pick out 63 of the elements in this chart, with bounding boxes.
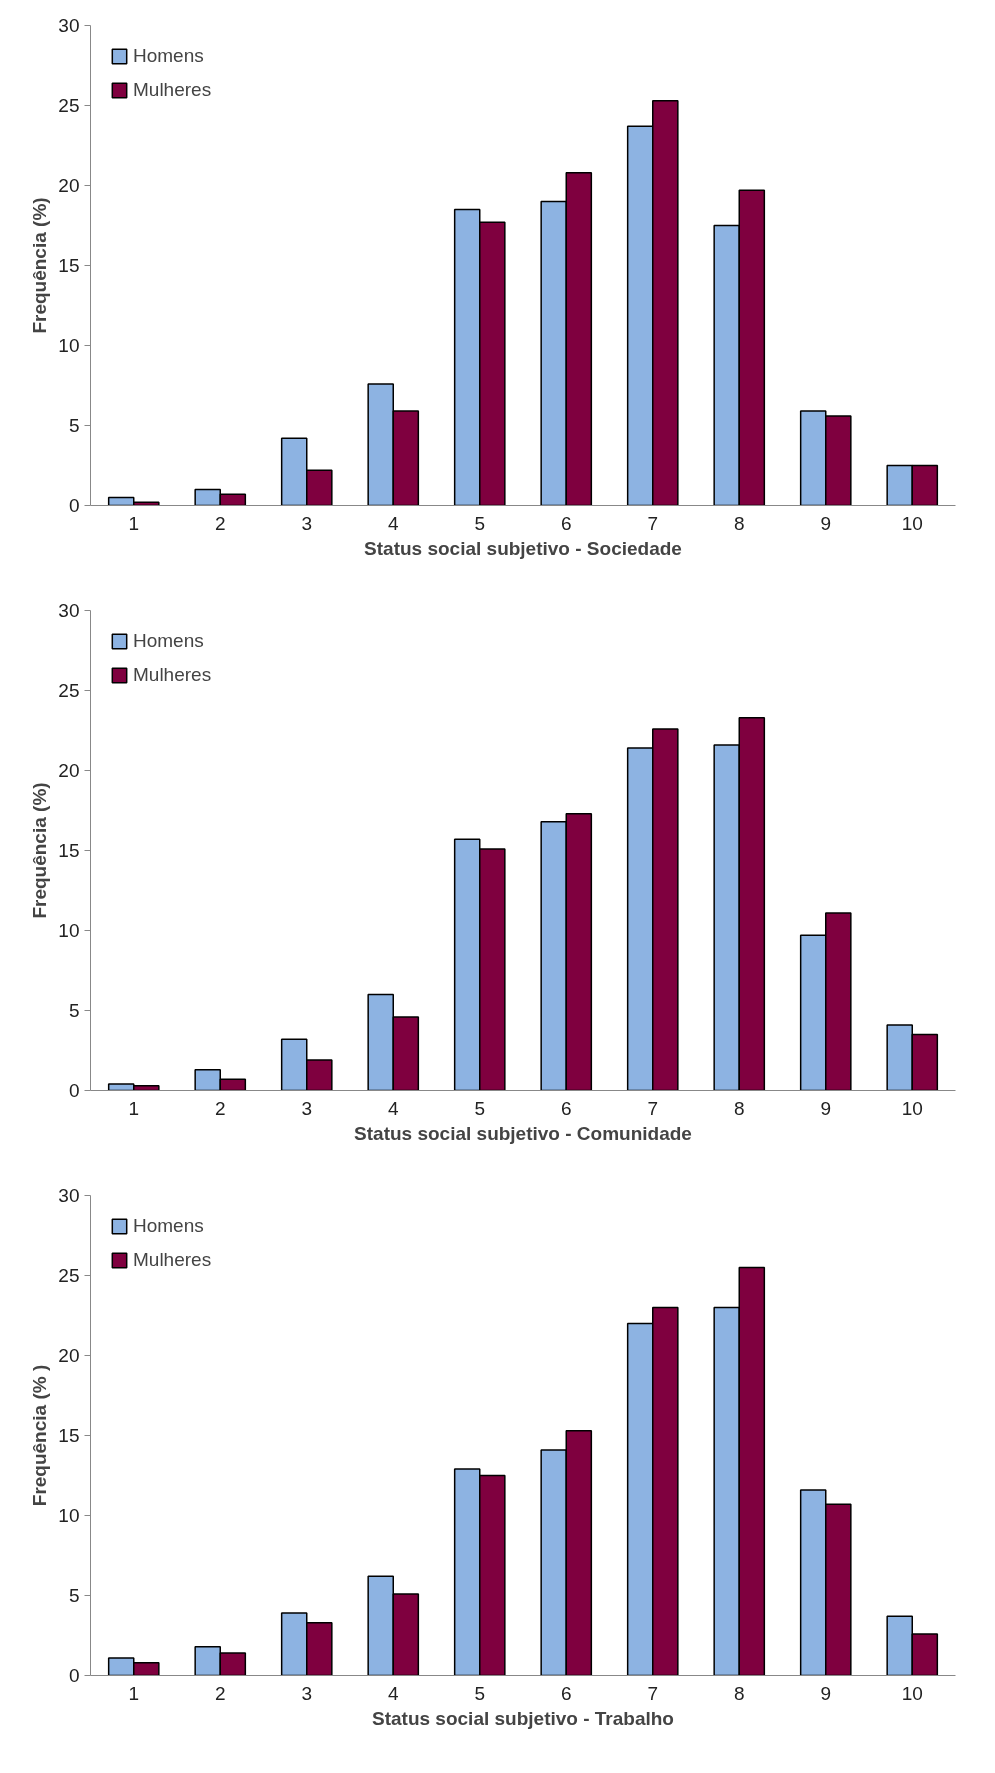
x-axis-title: Status social subjetivo - Comunidade	[354, 1122, 692, 1144]
x-tick-label: 10	[901, 1682, 923, 1704]
x-tick-label: 9	[820, 1682, 832, 1704]
y-tick-label: 10	[58, 1505, 80, 1526]
y-tick-label: 20	[58, 1345, 80, 1366]
y-axis-title: Frequência (%)	[29, 197, 51, 334]
y-tick-label: 20	[58, 175, 80, 196]
x-tick-label: 10	[901, 512, 923, 534]
x-tick-label: 1	[128, 1097, 140, 1119]
y-tick-label: 5	[68, 1000, 80, 1021]
legend-label: Homens	[133, 630, 204, 652]
y-tick-label: 30	[58, 15, 80, 36]
x-tick-label: 5	[474, 512, 486, 534]
y-tick-label: 20	[58, 760, 80, 781]
y-axis-title: Frequência (% )	[29, 1364, 51, 1507]
x-tick-label: 2	[214, 512, 226, 534]
x-tick-label: 9	[820, 512, 832, 534]
y-tick-label: 15	[58, 1425, 80, 1446]
x-tick-label: 6	[560, 512, 572, 534]
y-tick-label: 5	[68, 1585, 80, 1606]
x-tick-label: 7	[647, 512, 659, 534]
legend-label: Homens	[133, 1215, 204, 1237]
x-tick-label: 2	[214, 1097, 226, 1119]
x-tick-label: 3	[301, 512, 313, 534]
y-tick-label: 30	[58, 1185, 80, 1206]
y-axis-title: Frequência (%)	[29, 782, 51, 919]
y-tick-label: 10	[58, 335, 80, 356]
x-axis-title: Status social subjetivo - Sociedade	[364, 537, 682, 559]
x-tick-label: 4	[387, 1682, 399, 1704]
y-tick-label: 0	[68, 1080, 80, 1101]
x-tick-label: 6	[560, 1682, 572, 1704]
y-tick-label: 25	[58, 1265, 80, 1286]
legend-label: Mulheres	[133, 1249, 212, 1271]
x-tick-label: 5	[474, 1682, 486, 1704]
x-tick-label: 8	[733, 1682, 745, 1704]
x-tick-label: 8	[733, 512, 745, 534]
x-tick-label: 6	[560, 1097, 572, 1119]
x-axis-title: Status social subjetivo - Trabalho	[372, 1707, 674, 1729]
x-tick-label: 7	[647, 1097, 659, 1119]
x-tick-label: 4	[387, 512, 399, 534]
y-tick-label: 10	[58, 920, 80, 941]
x-tick-label: 9	[820, 1097, 832, 1119]
x-tick-label: 1	[128, 512, 140, 534]
x-tick-label: 4	[387, 1097, 399, 1119]
x-tick-label: 10	[901, 1097, 923, 1119]
y-tick-label: 30	[58, 600, 80, 621]
y-tick-label: 5	[68, 415, 80, 436]
y-tick-label: 0	[68, 495, 80, 516]
x-tick-label: 7	[647, 1682, 659, 1704]
x-tick-label: 1	[128, 1682, 140, 1704]
legend-label: Mulheres	[133, 79, 212, 101]
y-tick-label: 15	[58, 255, 80, 276]
y-tick-label: 25	[58, 680, 80, 701]
legend-label: Homens	[133, 45, 204, 67]
x-tick-label: 3	[301, 1682, 313, 1704]
x-tick-label: 2	[214, 1682, 226, 1704]
legend-label: Mulheres	[133, 664, 212, 686]
y-tick-label: 15	[58, 840, 80, 861]
x-tick-label: 8	[733, 1097, 745, 1119]
x-tick-label: 3	[301, 1097, 313, 1119]
y-tick-label: 0	[68, 1665, 80, 1686]
y-tick-label: 25	[58, 95, 80, 116]
x-tick-label: 5	[474, 1097, 486, 1119]
